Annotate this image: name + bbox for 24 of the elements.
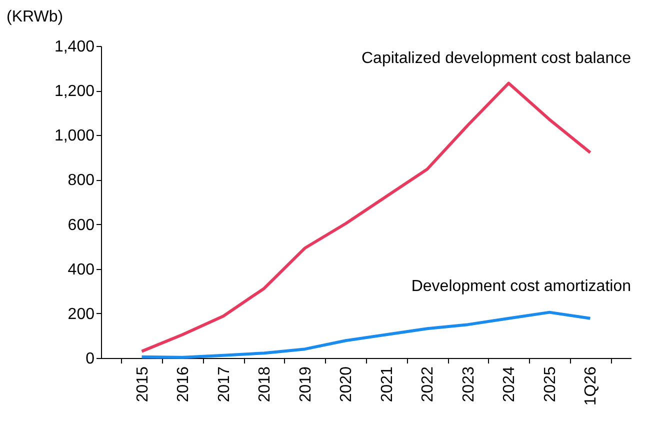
x-tick-label: 2021 — [378, 366, 396, 402]
y-tick-label: 400 — [68, 261, 95, 278]
x-tick-label: 2025 — [542, 366, 559, 402]
x-tick-label: 2022 — [420, 366, 437, 402]
x-tick-label: 2023 — [460, 366, 478, 402]
x-tick-label: 2024 — [501, 366, 518, 402]
y-tick-label: 200 — [68, 306, 95, 323]
y-tick-label: 800 — [68, 172, 95, 190]
series-label: Capitalized development cost balance — [362, 50, 632, 67]
x-tick-label: 2016 — [175, 366, 192, 402]
y-tick-label: 0 — [86, 350, 95, 368]
x-tick-label: 2017 — [216, 366, 233, 402]
x-tick-label: 1Q26 — [582, 366, 600, 406]
y-tick-label: 1,200 — [54, 83, 95, 100]
y-tick-label: 1,400 — [54, 38, 95, 56]
x-tick-label: 2018 — [256, 366, 274, 402]
y-tick-label: 1,000 — [54, 128, 95, 145]
series-label: Development cost amortization — [411, 278, 631, 295]
x-tick-label: 2019 — [297, 366, 314, 402]
y-tick-label: 600 — [68, 216, 95, 234]
x-tick-label: 2015 — [134, 366, 152, 402]
x-tick-label: 2020 — [338, 366, 356, 402]
y-axis-title: (KRWb) — [6, 8, 64, 26]
line-series — [140, 310, 592, 359]
